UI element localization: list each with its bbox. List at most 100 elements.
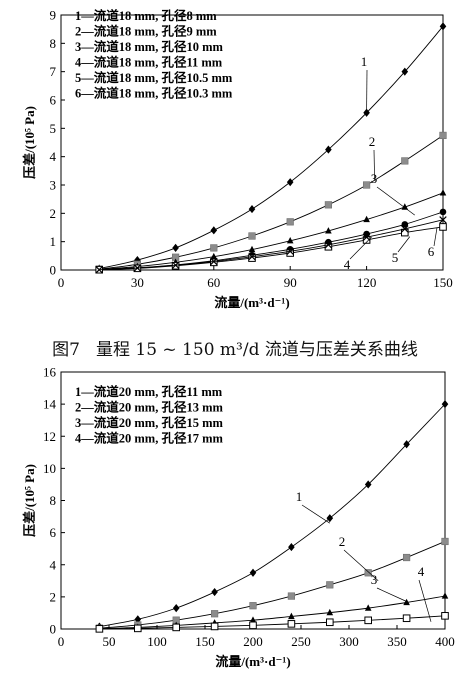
data-point-6 bbox=[95, 265, 103, 274]
series-line-2 bbox=[99, 541, 446, 629]
x-tick-label: 300 bbox=[339, 634, 359, 649]
legend-entry-1: 1—流道20 mm, 孔径11 mm bbox=[75, 384, 223, 399]
series-2 bbox=[95, 537, 449, 632]
data-point-1 bbox=[288, 542, 295, 552]
data-point-1 bbox=[326, 514, 334, 523]
legend: 1—流道18 mm, 孔径8 mm2—流道18 mm, 孔径9 mm3—流道18… bbox=[75, 8, 233, 101]
data-point-3 bbox=[325, 227, 332, 234]
series-line-2 bbox=[99, 135, 444, 270]
figure-caption-text: 量程 15 ~ 150 m³/d 流道与压差关系曲线 bbox=[95, 340, 418, 360]
data-point-2 bbox=[326, 581, 334, 589]
data-point-5 bbox=[210, 258, 218, 267]
data-point-4 bbox=[401, 221, 409, 228]
data-point-1 bbox=[439, 22, 447, 31]
data-point-4 bbox=[95, 625, 104, 633]
series-line-4 bbox=[99, 615, 446, 630]
data-point-4 bbox=[439, 208, 447, 216]
data-point-2 bbox=[324, 201, 333, 209]
curve-leader-2 bbox=[373, 149, 375, 181]
curve-leader-3 bbox=[376, 587, 407, 602]
data-point-3 bbox=[403, 598, 410, 606]
series-1 bbox=[95, 22, 447, 273]
legend-entry-6: 6—流道18 mm, 孔径10.3 mm bbox=[75, 86, 233, 101]
legend-entry-4: 4—流道20 mm, 孔径17 mm bbox=[75, 431, 223, 446]
x-axis-title: 流量/(m³·d⁻¹) bbox=[214, 295, 289, 310]
data-point-2 bbox=[211, 610, 219, 618]
series-line-1 bbox=[99, 26, 444, 270]
x-tick-label: 200 bbox=[243, 634, 263, 649]
data-point-4 bbox=[249, 621, 257, 630]
y-axis-title: 压差/(10⁵ Pa) bbox=[22, 106, 37, 179]
data-point-5 bbox=[439, 223, 447, 231]
legend-entry-2: 2—流道20 mm, 孔径13 mm bbox=[75, 400, 223, 415]
y-tick-label: 2 bbox=[50, 206, 57, 221]
data-point-2 bbox=[286, 218, 294, 226]
data-point-6 bbox=[439, 216, 447, 224]
curve-label-1: 1 bbox=[296, 489, 303, 504]
legend-entry-4: 4—流道18 mm, 孔径11 mm bbox=[75, 55, 223, 70]
x-tick-label: 150 bbox=[433, 275, 453, 290]
data-point-1 bbox=[364, 480, 372, 489]
curve-label-1: 1 bbox=[361, 54, 368, 69]
x-tick-labels: 0 30 60 90 120 150 bbox=[58, 275, 453, 290]
y-tick-label: 1 bbox=[50, 234, 57, 249]
data-point-3 bbox=[286, 237, 294, 244]
series-4 bbox=[95, 612, 449, 633]
y-tick-label: 10 bbox=[43, 461, 56, 476]
y-tick-label: 6 bbox=[50, 525, 57, 540]
data-point-4 bbox=[210, 622, 219, 631]
data-point-1 bbox=[363, 108, 370, 117]
data-point-3 bbox=[363, 215, 370, 223]
x-tick-label: 90 bbox=[284, 275, 297, 290]
data-point-3 bbox=[439, 189, 447, 196]
curve-leader-4 bbox=[418, 579, 432, 622]
x-tick-label: 50 bbox=[103, 634, 116, 649]
series-3 bbox=[96, 592, 449, 632]
data-point-4 bbox=[441, 612, 449, 620]
data-point-2 bbox=[287, 592, 296, 600]
y-tick-label: 14 bbox=[43, 397, 57, 412]
series-line-6 bbox=[99, 219, 444, 271]
curve-label-3: 3 bbox=[371, 171, 378, 186]
curve-label-4: 4 bbox=[418, 564, 425, 579]
series-6 bbox=[95, 216, 447, 274]
x-tick-label: 60 bbox=[207, 275, 220, 290]
data-point-2 bbox=[402, 553, 411, 562]
data-point-1 bbox=[249, 568, 257, 577]
data-point-1 bbox=[172, 243, 179, 252]
data-point-6 bbox=[324, 241, 333, 249]
data-point-4 bbox=[364, 616, 372, 625]
data-point-3 bbox=[441, 592, 449, 599]
y-tick-label: 8 bbox=[50, 493, 57, 508]
legend-entry-2: 2—流道18 mm, 孔径9 mm bbox=[75, 24, 217, 39]
data-point-2 bbox=[364, 569, 372, 577]
data-point-3 bbox=[210, 252, 218, 260]
data-point-3 bbox=[364, 604, 372, 611]
data-point-6 bbox=[362, 233, 371, 241]
y-tick-label: 4 bbox=[50, 557, 57, 572]
x-tick-label: 250 bbox=[291, 634, 311, 649]
series-line-1 bbox=[99, 403, 446, 628]
x-tick-label: 400 bbox=[435, 634, 455, 649]
y-tick-label: 5 bbox=[50, 121, 57, 136]
curve-leader-3 bbox=[376, 186, 416, 216]
data-point-1 bbox=[401, 67, 409, 76]
data-point-3 bbox=[326, 608, 334, 616]
data-point-4 bbox=[402, 614, 411, 623]
x-tick-label: 350 bbox=[387, 634, 407, 649]
series-line-3 bbox=[99, 595, 446, 630]
curve-labels: 1 2 3 4 5 6 bbox=[344, 54, 438, 272]
data-point-1 bbox=[441, 400, 449, 409]
legend-entry-1: 1—流道18 mm, 孔径8 mm bbox=[75, 8, 217, 23]
chart-top: 0 30 60 90 120 150 0 1 2 3 4 5 6 7 8 9 流量/(m³·d⁻¹) 压差/(10… bbox=[22, 8, 453, 311]
plot-frame bbox=[60, 14, 444, 271]
curve-leader-5 bbox=[397, 236, 411, 253]
y-tick-label: 4 bbox=[50, 149, 57, 164]
x-tick-label: 0 bbox=[58, 634, 65, 649]
data-point-2 bbox=[362, 181, 371, 189]
x-tick-label: 150 bbox=[195, 634, 215, 649]
data-point-5 bbox=[286, 249, 294, 257]
y-tick-labels: 0 2 4 6 8 10 12 14 16 bbox=[43, 365, 57, 637]
data-point-4 bbox=[287, 620, 296, 628]
curve-label-3: 3 bbox=[371, 572, 378, 587]
